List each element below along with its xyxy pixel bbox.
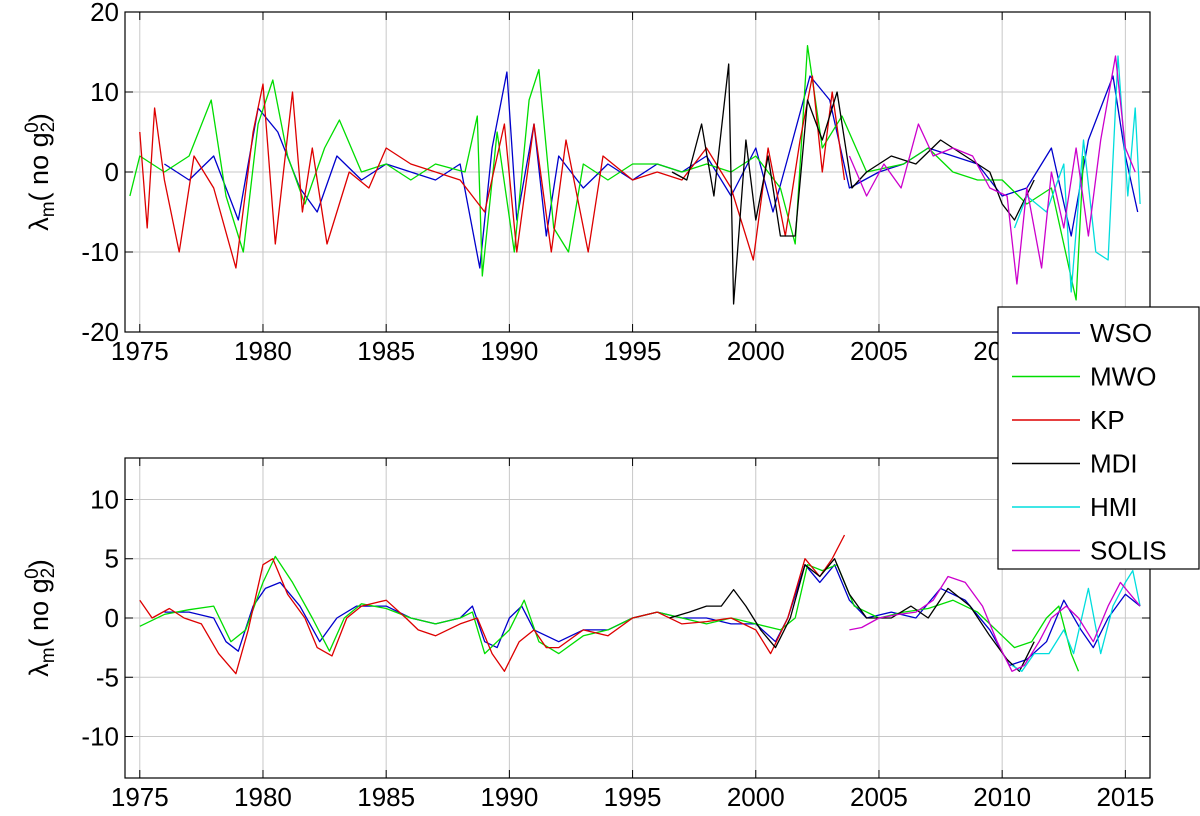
series-line-mdi [671, 63, 1035, 305]
x-tick-label: 1980 [234, 336, 292, 366]
legend-label-mdi: MDI [1090, 449, 1138, 479]
legend-label-mwo: MWO [1090, 362, 1156, 392]
y-axis-label-part: λ [24, 663, 54, 677]
series-line-kp [139, 75, 846, 269]
x-tick-label: 1995 [604, 336, 662, 366]
top-panel: 197519801985199019952000200520102015-20-… [22, 0, 1155, 366]
y-axis-label-part: 2 [38, 568, 59, 579]
y-tick-label: 0 [105, 157, 119, 187]
x-tick-label: 1985 [357, 336, 415, 366]
y-tick-label: -20 [81, 317, 119, 347]
x-tick-label: 1995 [604, 782, 662, 812]
x-tick-label: 1985 [357, 782, 415, 812]
legend-label-kp: KP [1090, 405, 1125, 435]
x-tick-label: 1990 [480, 782, 538, 812]
y-tick-label: -5 [96, 662, 119, 692]
y-axis-label-part: λ [24, 217, 54, 231]
series-line-mwo [129, 44, 1085, 301]
y-tick-label: 20 [90, 0, 119, 27]
x-tick-label: 2000 [727, 336, 785, 366]
y-axis-label: λm( no g20) [22, 113, 59, 231]
x-tick-label: 2000 [727, 782, 785, 812]
series-line-mdi [669, 558, 1035, 672]
y-axis-label-part: 0 [22, 122, 43, 133]
legend-label-solis: SOLIS [1090, 536, 1167, 566]
y-axis-label-part: 2 [38, 122, 59, 133]
legend-box [997, 306, 1200, 570]
series-line-kp [139, 534, 846, 675]
y-axis-label-part: m [38, 201, 59, 217]
bottom-panel: 1975 1980 1985 1990 1995 2000 2005 2010 2015-10-… [22, 457, 1154, 812]
series-line-solis [849, 575, 1141, 672]
y-axis-label-part: m [38, 647, 59, 663]
y-tick-label: 10 [90, 77, 119, 107]
y-axis-label-part: ( no g [24, 132, 54, 201]
x-tick-label: 2015 [1096, 782, 1154, 812]
x-tick-label: 1975 [111, 336, 169, 366]
legend-label-hmi: HMI [1090, 492, 1138, 522]
y-tick-label: 5 [105, 544, 119, 574]
y-axis-label-part: 0 [22, 568, 43, 579]
y-tick-label: 0 [105, 603, 119, 633]
y-axis-label: λm( no g20) [22, 559, 59, 677]
x-tick-label: 1980 [234, 782, 292, 812]
y-axis-label-part: ( no g [24, 578, 54, 647]
y-axis-label-part: ) [24, 559, 54, 568]
y-axis-label-part: ) [24, 113, 54, 122]
x-tick-label: 2005 [850, 782, 908, 812]
x-tick-label: 2010 [973, 782, 1031, 812]
x-tick-label: 1990 [480, 336, 538, 366]
series-line-solis [848, 55, 1136, 285]
y-tick-label: -10 [81, 722, 119, 752]
y-tick-label: 10 [90, 484, 119, 514]
legend-label-wso: WSO [1090, 318, 1152, 348]
legend: WSO MWO KP MDI HMI SOLIS [997, 306, 1200, 570]
x-tick-label: 1975 [111, 782, 169, 812]
series-line-hmi [1013, 55, 1141, 293]
x-tick-label: 2005 [850, 336, 908, 366]
y-tick-label: -10 [81, 237, 119, 267]
